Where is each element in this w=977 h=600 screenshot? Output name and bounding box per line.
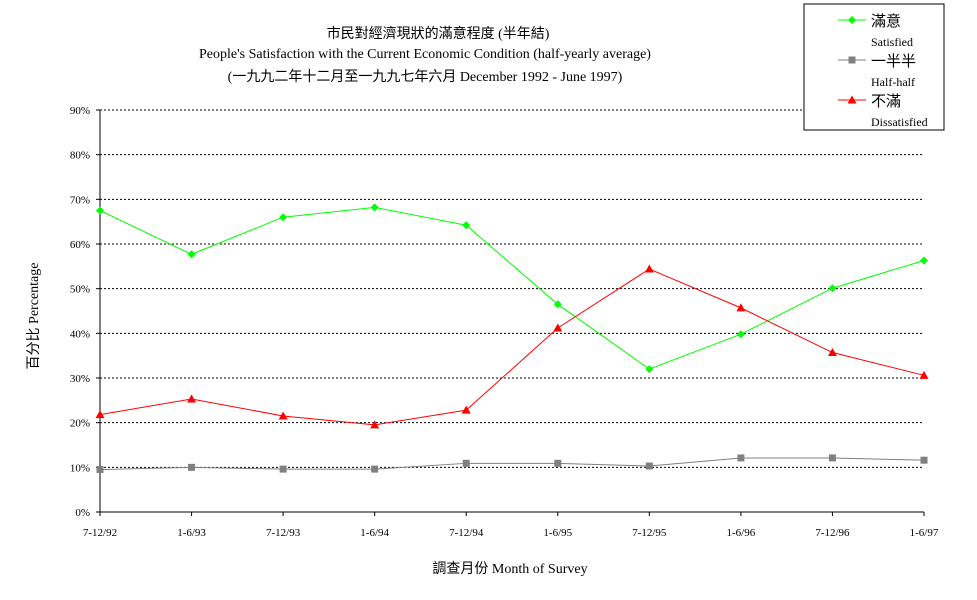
- y-tick-label: 50%: [70, 284, 90, 296]
- chart-subtitle-period: (一九九二年十二月至一九九七年六月 December 1992 - June 1…: [228, 69, 623, 85]
- data-point: [645, 462, 653, 470]
- data-point: [736, 330, 745, 339]
- data-point: [187, 394, 197, 403]
- data-point: [920, 256, 928, 265]
- legend-marker: [847, 95, 857, 104]
- y-axis-ticks: 0% 10% 20% 30% 40% 50% 60% 70% 80% 90%: [70, 105, 100, 519]
- legend-label-english: Half-half: [871, 75, 915, 89]
- series-line: [99, 206, 925, 370]
- data-point: [553, 300, 562, 309]
- data-point: [919, 370, 929, 379]
- data-point: [553, 323, 563, 332]
- legend-marker: [848, 16, 856, 24]
- legend-marker: [848, 56, 856, 64]
- data-point: [645, 365, 654, 374]
- data-point: [462, 221, 471, 230]
- legend-item: 滿意 Satisfied: [838, 12, 913, 49]
- y-tick-label: 80%: [70, 150, 90, 162]
- y-tick-label: 70%: [70, 194, 90, 206]
- x-tick-label: 1-6/94: [360, 527, 389, 539]
- data-point: [827, 348, 837, 357]
- data-point: [96, 466, 104, 474]
- y-tick-label: 40%: [70, 328, 90, 340]
- data-point: [188, 463, 196, 471]
- y-axis-title: 百分比 Percentage: [26, 263, 42, 370]
- x-axis-title: 調查月份 Month of Survey: [432, 561, 587, 577]
- data-point: [371, 465, 379, 473]
- x-tick-label: 1-6/96: [727, 527, 756, 539]
- data-point: [736, 303, 746, 312]
- data-point: [370, 203, 379, 212]
- y-tick-label: 90%: [70, 105, 90, 117]
- legend-label-chinese: 一半半: [871, 53, 916, 70]
- x-tick-label: 7-12/96: [815, 527, 850, 539]
- y-tick-label: 30%: [70, 373, 90, 385]
- legend-label-english: Satisfied: [871, 35, 913, 49]
- data-point: [278, 411, 288, 420]
- series-lines: [95, 203, 929, 474]
- data-point: [828, 454, 836, 462]
- data-point: [461, 405, 471, 414]
- legend-label-chinese: 不滿: [871, 93, 901, 110]
- x-tick-label: 7-12/92: [83, 527, 117, 539]
- data-point: [737, 454, 745, 462]
- chart-title-english: People's Satisfaction with the Current E…: [199, 47, 651, 62]
- data-point: [279, 465, 287, 473]
- gridlines: [100, 109, 924, 468]
- y-tick-label: 60%: [70, 239, 90, 251]
- data-point: [187, 250, 196, 259]
- x-tick-label: 1-6/93: [177, 527, 206, 539]
- x-tick-label: 7-12/93: [266, 527, 301, 539]
- series-half-half: [96, 454, 928, 474]
- y-tick-label: 20%: [70, 418, 90, 430]
- data-point: [462, 459, 470, 467]
- legend-item: 不滿 Dissatisfied: [838, 93, 928, 129]
- data-point: [644, 264, 654, 273]
- series-satisfied: [96, 203, 928, 374]
- data-point: [95, 410, 105, 419]
- legend-label-chinese: 滿意: [871, 12, 901, 30]
- x-tick-label: 1-6/95: [543, 527, 572, 539]
- x-tick-label: 7-12/94: [449, 527, 484, 539]
- data-point: [96, 206, 104, 215]
- legend-label-english: Dissatisfied: [871, 115, 928, 129]
- x-tick-label: 1-6/97: [910, 527, 939, 539]
- series-dissatisfied: [95, 264, 929, 429]
- data-point: [554, 459, 562, 467]
- legend-item: 一半半 Half-half: [838, 53, 916, 89]
- axes: [99, 110, 924, 513]
- chart-title-chinese: 市民對經濟現狀的滿意程度 (半年結): [327, 25, 550, 42]
- data-point: [920, 456, 928, 464]
- legend-box: [803, 3, 945, 131]
- series-line: [99, 268, 925, 426]
- x-axis-ticks: 7-12/92 1-6/93 7-12/93 1-6/94 7-12/94 1-6/95 7…: [83, 512, 939, 539]
- x-tick-label: 7-12/95: [632, 527, 667, 539]
- legend: 滿意 Satisfied 一半半 Half-half 不滿 Dissatisfied: [803, 3, 945, 131]
- data-point: [828, 284, 837, 293]
- y-tick-label: 10%: [70, 462, 90, 474]
- data-point: [370, 420, 380, 429]
- data-point: [279, 213, 288, 222]
- chart-title: 市民對經濟現狀的滿意程度 (半年結) People's Satisfaction…: [199, 25, 651, 85]
- series-line: [99, 457, 925, 471]
- y-tick-label: 0%: [75, 507, 90, 519]
